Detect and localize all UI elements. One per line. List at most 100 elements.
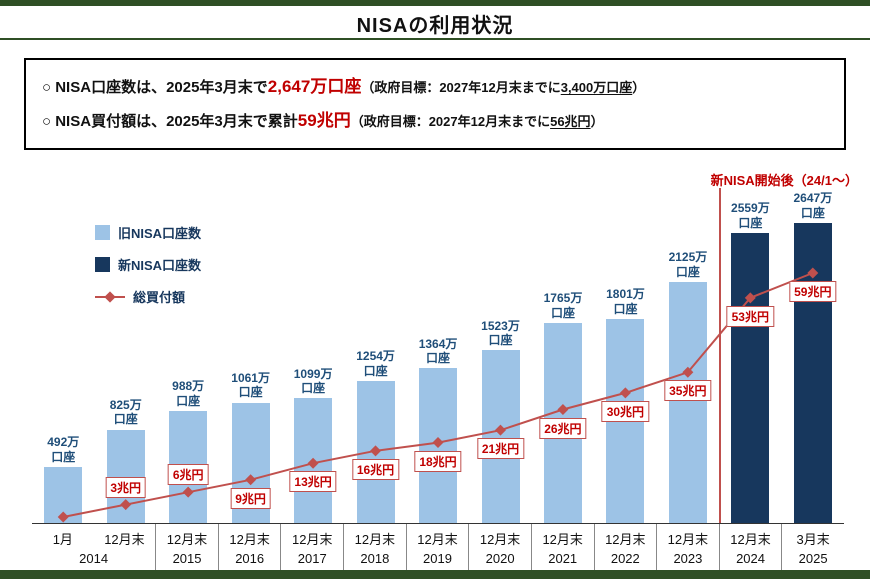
axis-year-group: 3月末 2025 [781, 524, 844, 570]
bar-value-text: 1765万 [543, 291, 583, 306]
axis-year-label: 2025 [798, 551, 828, 566]
axis-year-label: 2023 [673, 551, 703, 566]
diamond-marker [682, 366, 694, 378]
bar-unit-text: 口座 [550, 305, 575, 320]
purchase-amount-label: 21兆円 [476, 438, 525, 460]
diamond-marker [494, 424, 506, 436]
axis-month-label: 12月末 [417, 532, 458, 547]
purchase-amount-label: 30兆円 [601, 400, 650, 422]
axis-months-row: 12月末 [532, 524, 594, 550]
diamond-marker [744, 292, 756, 304]
axis-month-label: 12月末 [542, 532, 583, 547]
bar-value-label: 988万 口座 [172, 379, 204, 408]
diamond-marker [807, 267, 819, 279]
legend-label: 新NISA口座数 [118, 258, 202, 273]
diamond-marker [307, 457, 319, 469]
axis-year-group: 12月末 2021 [530, 524, 594, 570]
top-border [0, 0, 870, 6]
bar-value-text: 2125万 [668, 250, 708, 265]
bar-value-label: 1801万 口座 [606, 287, 645, 316]
axis-year-group: 12月末 2015 [155, 524, 218, 570]
bar-unit-text: 口座 [738, 215, 763, 230]
summary-segment: ○ NISA買付額は、2025年3月末で累計 [42, 113, 298, 130]
axis-month-label: 12月末 [354, 532, 396, 547]
axis-month-label: 12月末 [667, 532, 709, 547]
bar-unit-text: 口座 [613, 301, 638, 316]
axis-month-label: 1月 [52, 532, 73, 547]
diamond-marker [370, 445, 382, 457]
bar-unit-text: 口座 [176, 393, 201, 408]
bar-value-label: 1523万 口座 [481, 319, 520, 348]
axis-year-label: 2018 [360, 551, 390, 566]
axis-months-row: 12月末 [156, 524, 218, 550]
bar-value-label: 492万 口座 [47, 435, 79, 464]
chart-legend: 旧NISA口座数 新NISA口座数 総買付額 [95, 223, 201, 306]
axis-year-group: 12月末 2024 [718, 524, 782, 570]
bar-value-text: 492万 [47, 435, 80, 450]
axis-months-row: 12月末 [720, 524, 782, 550]
page-title: NISAの利用状況 [356, 15, 514, 37]
axis-months-row: 12月末 [281, 524, 343, 550]
axis-month-label: 12月末 [292, 532, 333, 547]
legend-label: 旧NISA口座数 [118, 226, 202, 241]
summary-segment: （政府目標：2027年12月末までに [361, 80, 561, 95]
bar-unit-text: 口座 [113, 412, 138, 427]
plot-area: 492万 口座 825万 口座 988万 口座 1061万 口座 1099万 口座 1254万 口座 1… [32, 191, 844, 523]
summary-line: ○ NISA口座数は、2025年3月末で2,647万口座（政府目標：2027年1… [42, 70, 828, 104]
axis-year-label: 2014 [79, 551, 109, 566]
purchase-amount-label: 35兆円 [664, 380, 712, 402]
bar-value-text: 2559万 [731, 201, 770, 216]
bar-unit-text: 口座 [488, 333, 513, 348]
axis-year-group: 1月 12月末 2014 [32, 524, 155, 570]
bar-unit-text: 口座 [363, 363, 388, 378]
title-divider [0, 38, 870, 40]
new-nisa-annotation: 新NISA開始後（24/1～） [710, 173, 858, 188]
axis-year-group: 12月末 2016 [217, 524, 281, 570]
axis-year-group: 12月末 2023 [656, 524, 719, 570]
summary-box: ○ NISA口座数は、2025年3月末で2,647万口座（政府目標：2027年1… [24, 58, 846, 150]
diamond-marker [120, 499, 132, 511]
new-nisa-bar [731, 233, 770, 523]
purchase-amount-label: 53兆円 [726, 305, 774, 327]
summary-segment: 2,647万口座 [267, 77, 362, 96]
axis-month-label: 12月末 [479, 532, 521, 547]
axis-months-row: 12月末 [657, 524, 719, 550]
bar-column: 1523万 口座 [469, 319, 531, 523]
bar-unit-text: 口座 [675, 264, 700, 279]
axis-year-label: 2017 [297, 551, 327, 566]
bottom-border [0, 570, 870, 579]
bar-value-text: 2647万 [793, 191, 833, 206]
axis-year-label: 2022 [610, 551, 640, 566]
summary-segment: ○ NISA口座数は、2025年3月末で [42, 79, 268, 96]
purchase-line-swatch [95, 289, 125, 304]
bar-value-text: 825万 [109, 397, 142, 412]
purchase-amount-label: 9兆円 [230, 487, 271, 509]
diamond-marker [245, 474, 257, 486]
legend-item-old-nisa: 旧NISA口座数 [95, 223, 201, 242]
bar-value-text: 1099万 [293, 366, 333, 381]
old-nisa-bar [481, 350, 520, 523]
axis-month-label: 12月末 [229, 532, 270, 547]
purchase-amount-label: 13兆円 [289, 471, 337, 493]
summary-segment: 56兆円 [550, 114, 591, 129]
diamond-marker [57, 511, 69, 523]
bar-column: 2559万 口座 [719, 201, 781, 523]
axis-year-label: 2019 [423, 551, 452, 566]
line-layer [57, 267, 819, 523]
legend-label: 総買付額 [133, 290, 186, 305]
axis-year-group: 12月末 2022 [593, 524, 657, 570]
axis-year-group: 12月末 2018 [343, 524, 406, 570]
bar-value-text: 1801万 [606, 287, 645, 302]
axis-year-label: 2016 [235, 551, 265, 566]
bar-value-label: 2125万 口座 [669, 250, 708, 279]
axis-year-label: 2015 [172, 551, 202, 566]
bar-unit-text: 口座 [426, 351, 451, 366]
purchase-amount-label: 16兆円 [351, 458, 400, 480]
bar-value-label: 825万 口座 [110, 398, 142, 427]
axis-months-row: 1月 12月末 [32, 524, 155, 550]
summary-segment: 59兆円 [297, 111, 351, 130]
summary-line: ○ NISA買付額は、2025年3月末で累計59兆円（政府目標：2027年12月… [42, 104, 828, 138]
axis-months-row: 12月末 [595, 524, 657, 550]
axis-month-label: 12月末 [730, 532, 771, 547]
axis-months-row: 12月末 [407, 524, 469, 550]
